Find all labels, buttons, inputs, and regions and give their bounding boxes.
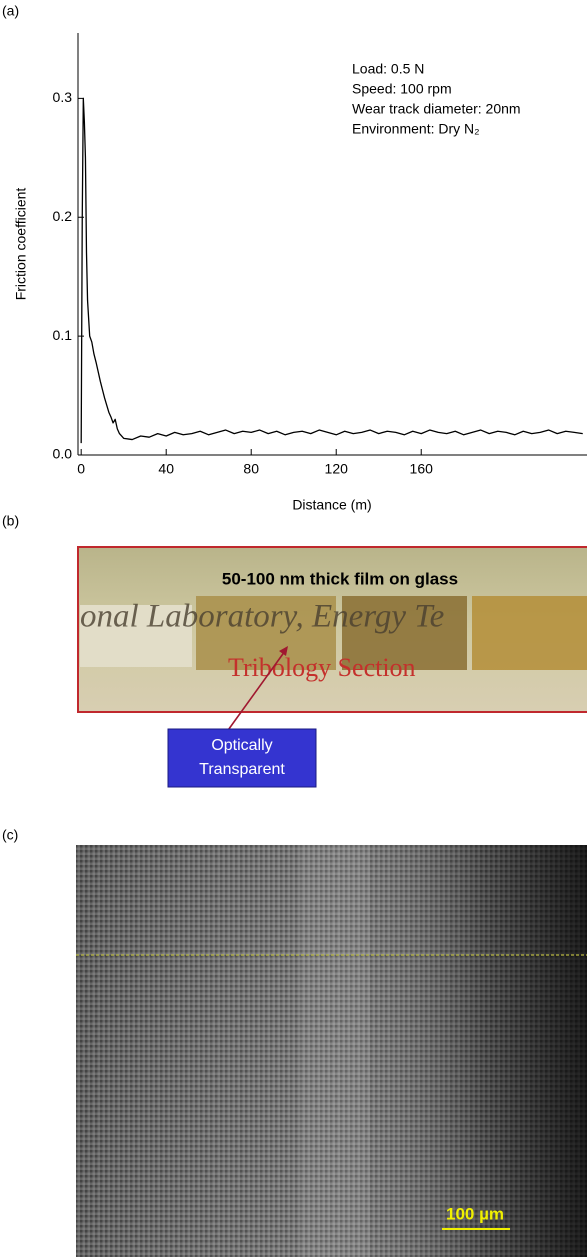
glass-slide <box>472 596 587 670</box>
panel-label: (b) <box>2 513 19 529</box>
annotation: Speed: 100 rpm <box>352 81 452 97</box>
callout-text: Optically <box>211 737 272 754</box>
panel-label: (c) <box>2 827 18 843</box>
background-text: Tribology Section <box>228 653 416 682</box>
x-tick-label: 120 <box>325 461 349 477</box>
x-tick-label: 40 <box>158 461 174 477</box>
wear-track <box>300 845 370 1257</box>
callout-text: Transparent <box>199 761 285 778</box>
y-tick-label: 0.3 <box>53 89 73 105</box>
micrograph: 100 µm <box>76 845 587 1257</box>
y-tick-label: 0.0 <box>53 446 73 462</box>
panel-label: (a) <box>2 3 19 19</box>
y-tick-label: 0.1 <box>53 327 73 343</box>
x-tick-label: 80 <box>243 461 259 477</box>
x-tick-label: 0 <box>77 461 85 477</box>
annotation: Wear track diameter: 20nm <box>352 101 521 117</box>
background-text: onal Laboratory, Energy Te <box>80 599 444 635</box>
annotation: Environment: Dry N₂ <box>352 121 480 137</box>
chart: Friction coefficient Distance (m) 0.0 0.1… <box>13 33 587 513</box>
y-axis-title: Friction coefficient <box>13 188 29 301</box>
scale-bar-label: 100 µm <box>446 1204 504 1223</box>
page: (a) (b) (c) Friction coefficient Distanc… <box>0 0 587 1257</box>
photo: 50-100 nm thick film on glass onal Labor… <box>78 547 587 787</box>
photo-title: 50-100 nm thick film on glass <box>222 569 458 588</box>
annotation: Load: 0.5 N <box>352 61 424 77</box>
friction-line <box>81 98 583 443</box>
figure: (a) (b) (c) Friction coefficient Distanc… <box>0 0 587 1257</box>
y-tick-label: 0.2 <box>53 208 73 224</box>
x-axis-title: Distance (m) <box>292 497 371 513</box>
x-tick-label: 160 <box>410 461 434 477</box>
